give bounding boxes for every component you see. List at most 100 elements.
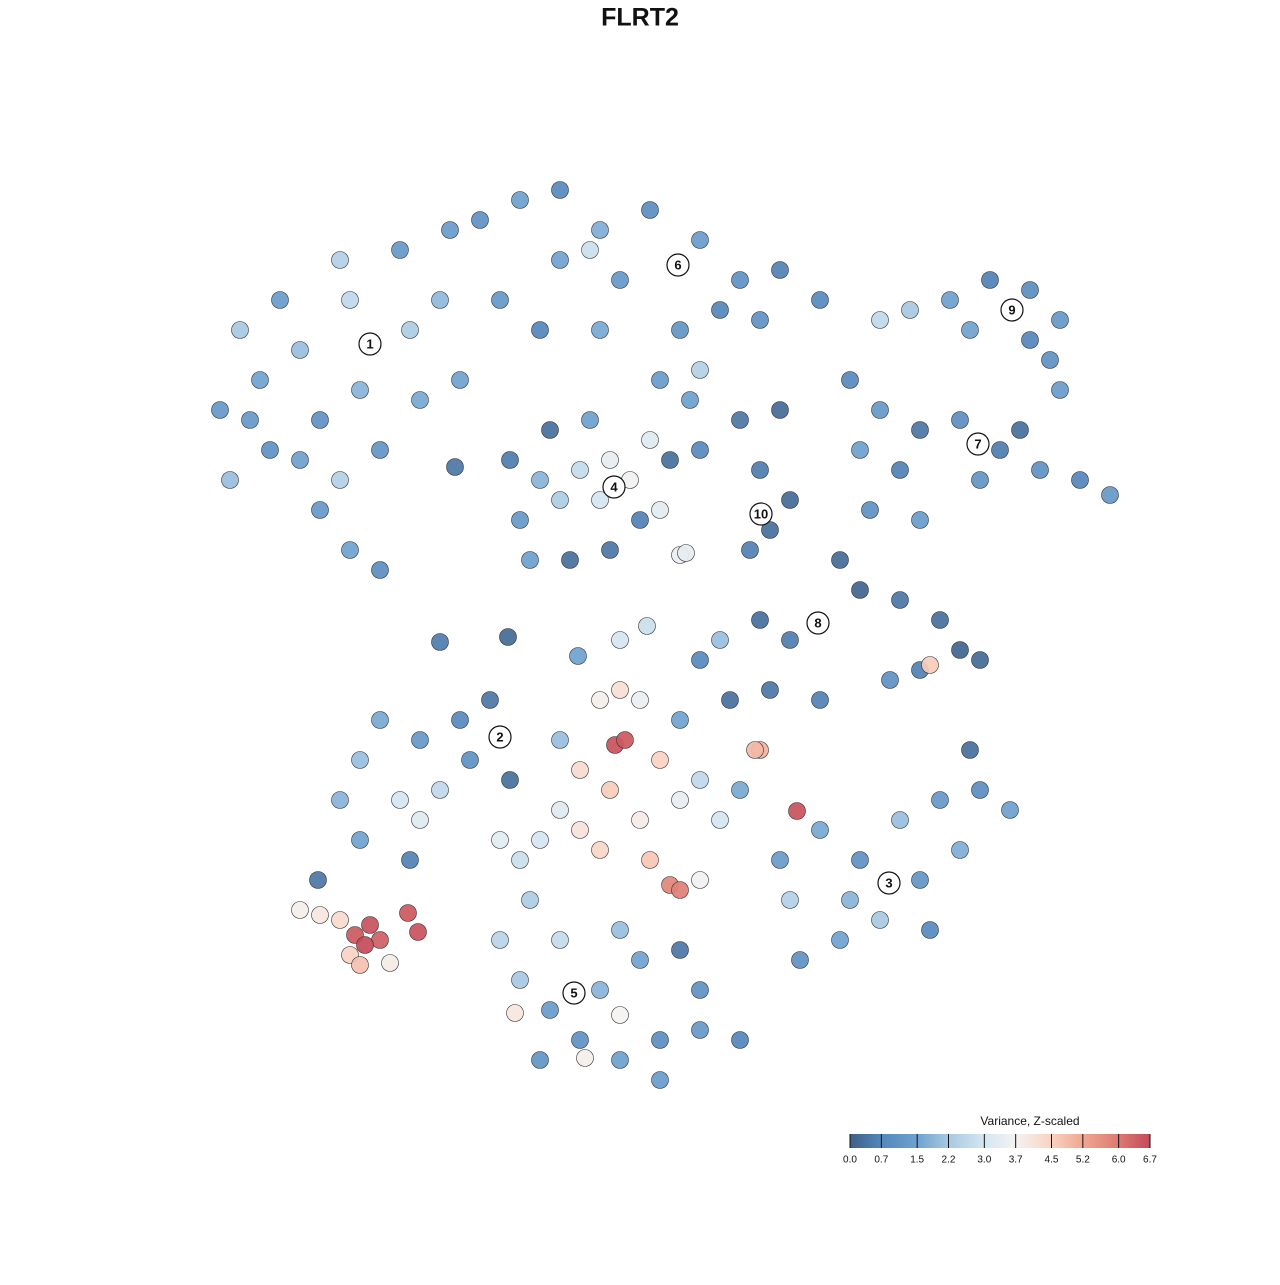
point <box>1051 381 1069 399</box>
point <box>431 781 449 799</box>
point <box>751 311 769 329</box>
point <box>691 441 709 459</box>
point <box>651 501 669 519</box>
cluster-badge <box>562 981 586 1005</box>
point <box>461 751 479 769</box>
cluster-badge <box>749 502 773 526</box>
point <box>571 821 589 839</box>
cluster-badge <box>602 475 626 499</box>
point <box>431 291 449 309</box>
point <box>616 731 634 749</box>
colorbar-tick-label: 0.0 <box>843 1155 857 1166</box>
point <box>711 301 729 319</box>
point <box>531 831 549 849</box>
point <box>651 1071 669 1089</box>
point <box>661 451 679 469</box>
point <box>1031 461 1049 479</box>
point <box>841 371 859 389</box>
point <box>781 891 799 909</box>
point <box>746 741 764 759</box>
point <box>741 541 759 559</box>
point <box>771 401 789 419</box>
point <box>371 931 389 949</box>
point <box>651 751 669 769</box>
point <box>351 956 369 974</box>
point <box>851 581 869 599</box>
point <box>341 291 359 309</box>
cluster-label: 8 <box>814 615 821 630</box>
point <box>611 1006 629 1024</box>
cluster-label: 3 <box>885 875 892 890</box>
point <box>751 611 769 629</box>
point <box>491 291 509 309</box>
cluster-badge <box>966 432 990 456</box>
point <box>831 551 849 569</box>
point <box>591 221 609 239</box>
point <box>961 741 979 759</box>
point <box>851 441 869 459</box>
point <box>631 811 649 829</box>
point <box>951 641 969 659</box>
point <box>331 471 349 489</box>
point <box>331 791 349 809</box>
point <box>591 491 609 509</box>
point <box>351 831 369 849</box>
point <box>311 411 329 429</box>
point <box>781 491 799 509</box>
point <box>576 1049 594 1067</box>
point <box>591 981 609 999</box>
point <box>551 251 569 269</box>
point <box>391 241 409 259</box>
point <box>381 954 399 972</box>
point <box>531 471 549 489</box>
point <box>611 271 629 289</box>
colorbar-tick-label: 6.0 <box>1112 1155 1126 1166</box>
colorbar-tick-label: 3.7 <box>1009 1155 1023 1166</box>
point <box>991 441 1009 459</box>
point <box>941 291 959 309</box>
point <box>551 181 569 199</box>
point <box>431 633 449 651</box>
point <box>291 451 309 469</box>
point <box>631 951 649 969</box>
point <box>811 291 829 309</box>
point <box>971 651 989 669</box>
point <box>671 711 689 729</box>
point <box>551 931 569 949</box>
point <box>811 821 829 839</box>
point <box>311 906 329 924</box>
point <box>691 871 709 889</box>
point <box>788 802 806 820</box>
point <box>671 941 689 959</box>
point <box>891 591 909 609</box>
point <box>341 541 359 559</box>
point <box>211 401 229 419</box>
point <box>261 441 279 459</box>
point <box>541 421 559 439</box>
point <box>521 551 539 569</box>
point <box>641 431 659 449</box>
point <box>871 911 889 929</box>
point <box>591 841 609 859</box>
point <box>351 751 369 769</box>
point <box>371 441 389 459</box>
point <box>911 871 929 889</box>
point <box>601 781 619 799</box>
point <box>351 381 369 399</box>
point <box>1041 351 1059 369</box>
colorbar-tick-label: 5.2 <box>1076 1155 1090 1166</box>
point <box>551 801 569 819</box>
point <box>511 511 529 529</box>
point <box>399 904 417 922</box>
point <box>911 421 929 439</box>
point <box>751 461 769 479</box>
colorbar-tick-label: 3.0 <box>977 1155 991 1166</box>
point <box>1101 486 1119 504</box>
point <box>551 731 569 749</box>
point <box>581 241 599 259</box>
point <box>511 851 529 869</box>
point <box>581 411 599 429</box>
point <box>651 371 669 389</box>
point <box>371 561 389 579</box>
point <box>361 916 379 934</box>
